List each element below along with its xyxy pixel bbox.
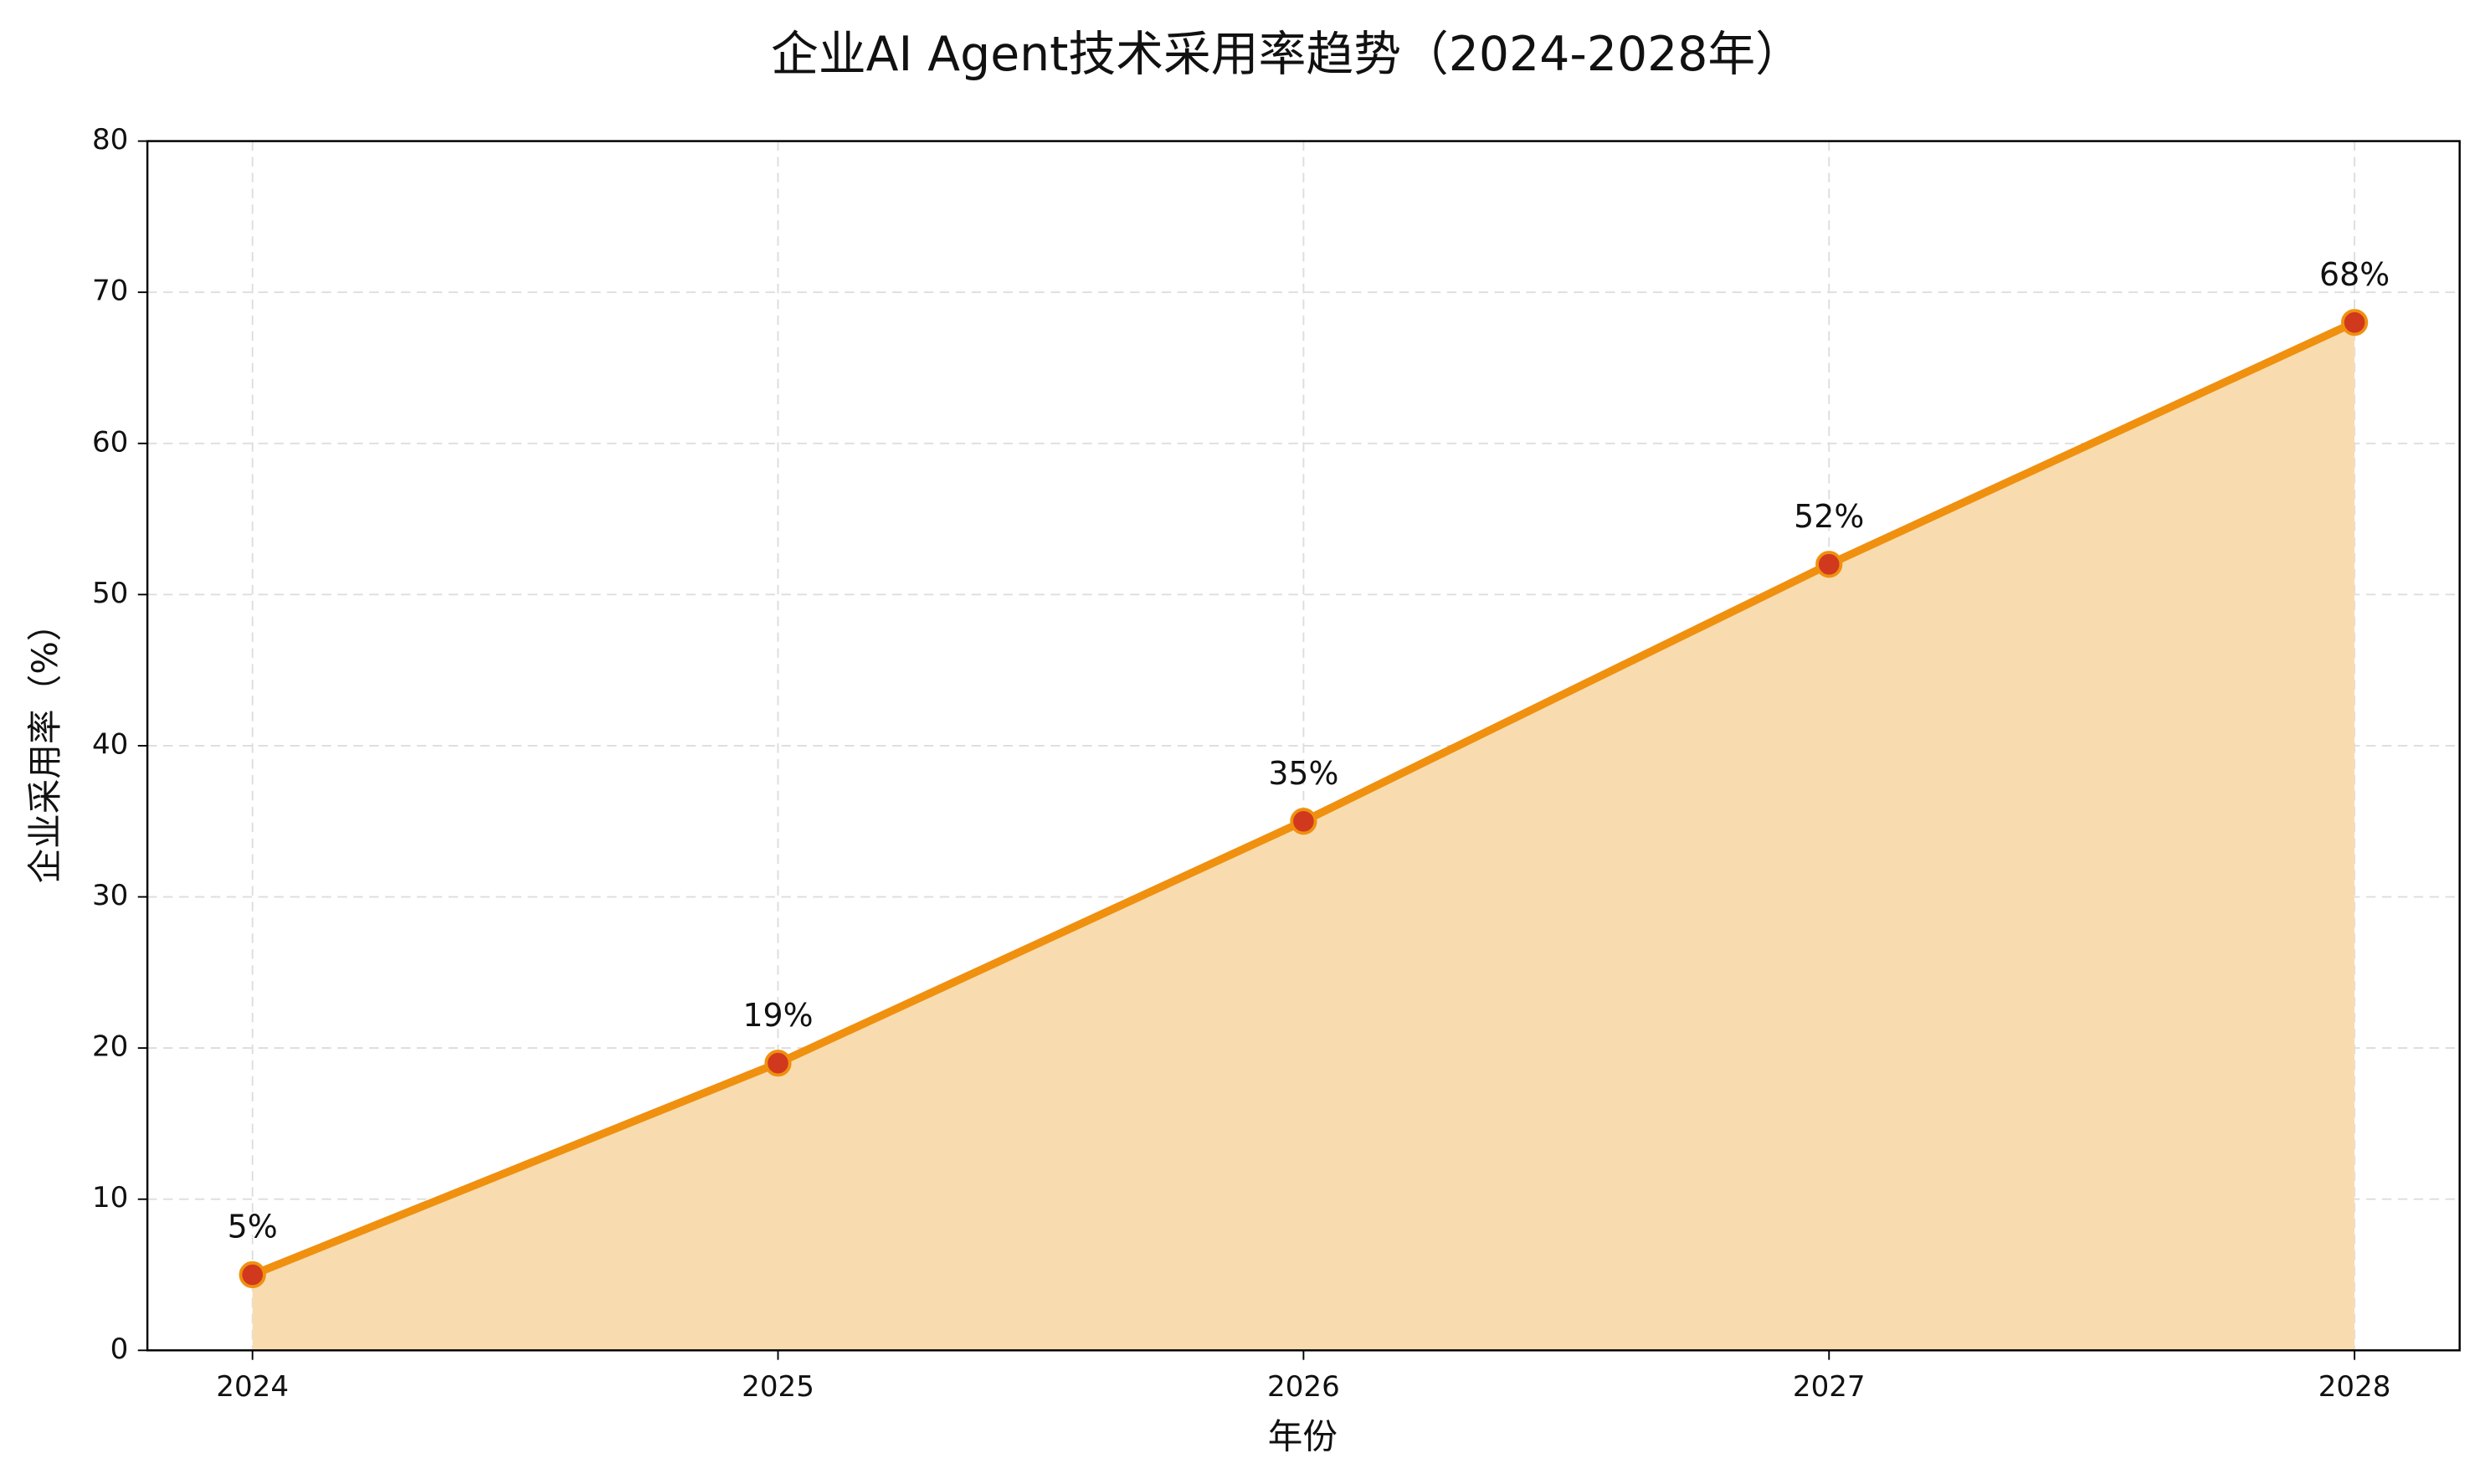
x-tick-label: 2026: [1267, 1370, 1340, 1404]
data-label: 52%: [1794, 498, 1864, 535]
data-label: 19%: [742, 997, 813, 1034]
marker: [2341, 309, 2369, 336]
marker: [1290, 808, 1317, 835]
y-tick-label: 60: [92, 425, 128, 459]
y-tick-label: 20: [92, 1030, 128, 1064]
plot-frame: [146, 140, 2461, 1352]
marker: [1815, 551, 1843, 578]
y-tick-label: 50: [92, 577, 128, 610]
y-tick-label: 40: [92, 727, 128, 761]
marker: [764, 1050, 792, 1077]
data-label: 35%: [1268, 755, 1338, 792]
data-label: 5%: [228, 1209, 278, 1245]
chart-title: 企业AI Agent技术采用率趋势（2024-2028年）: [771, 27, 1803, 82]
area: [252, 322, 2355, 1351]
x-axis-label: 年份: [1268, 1415, 1337, 1456]
x-tick-label: 2027: [1793, 1370, 1866, 1404]
data-label: 68%: [2319, 256, 2390, 293]
y-tick-label: 10: [92, 1181, 128, 1214]
y-tick-label: 70: [92, 275, 128, 308]
x-tick-label: 2028: [2318, 1370, 2391, 1404]
marker: [239, 1261, 266, 1289]
y-tick-label: 0: [110, 1333, 129, 1366]
x-tick-label: 2024: [216, 1370, 289, 1404]
y-axis-label: 企业采用率（%）: [24, 606, 65, 883]
x-tick-label: 2025: [742, 1370, 814, 1404]
y-tick-label: 30: [92, 879, 128, 912]
y-tick-label: 80: [92, 123, 128, 157]
